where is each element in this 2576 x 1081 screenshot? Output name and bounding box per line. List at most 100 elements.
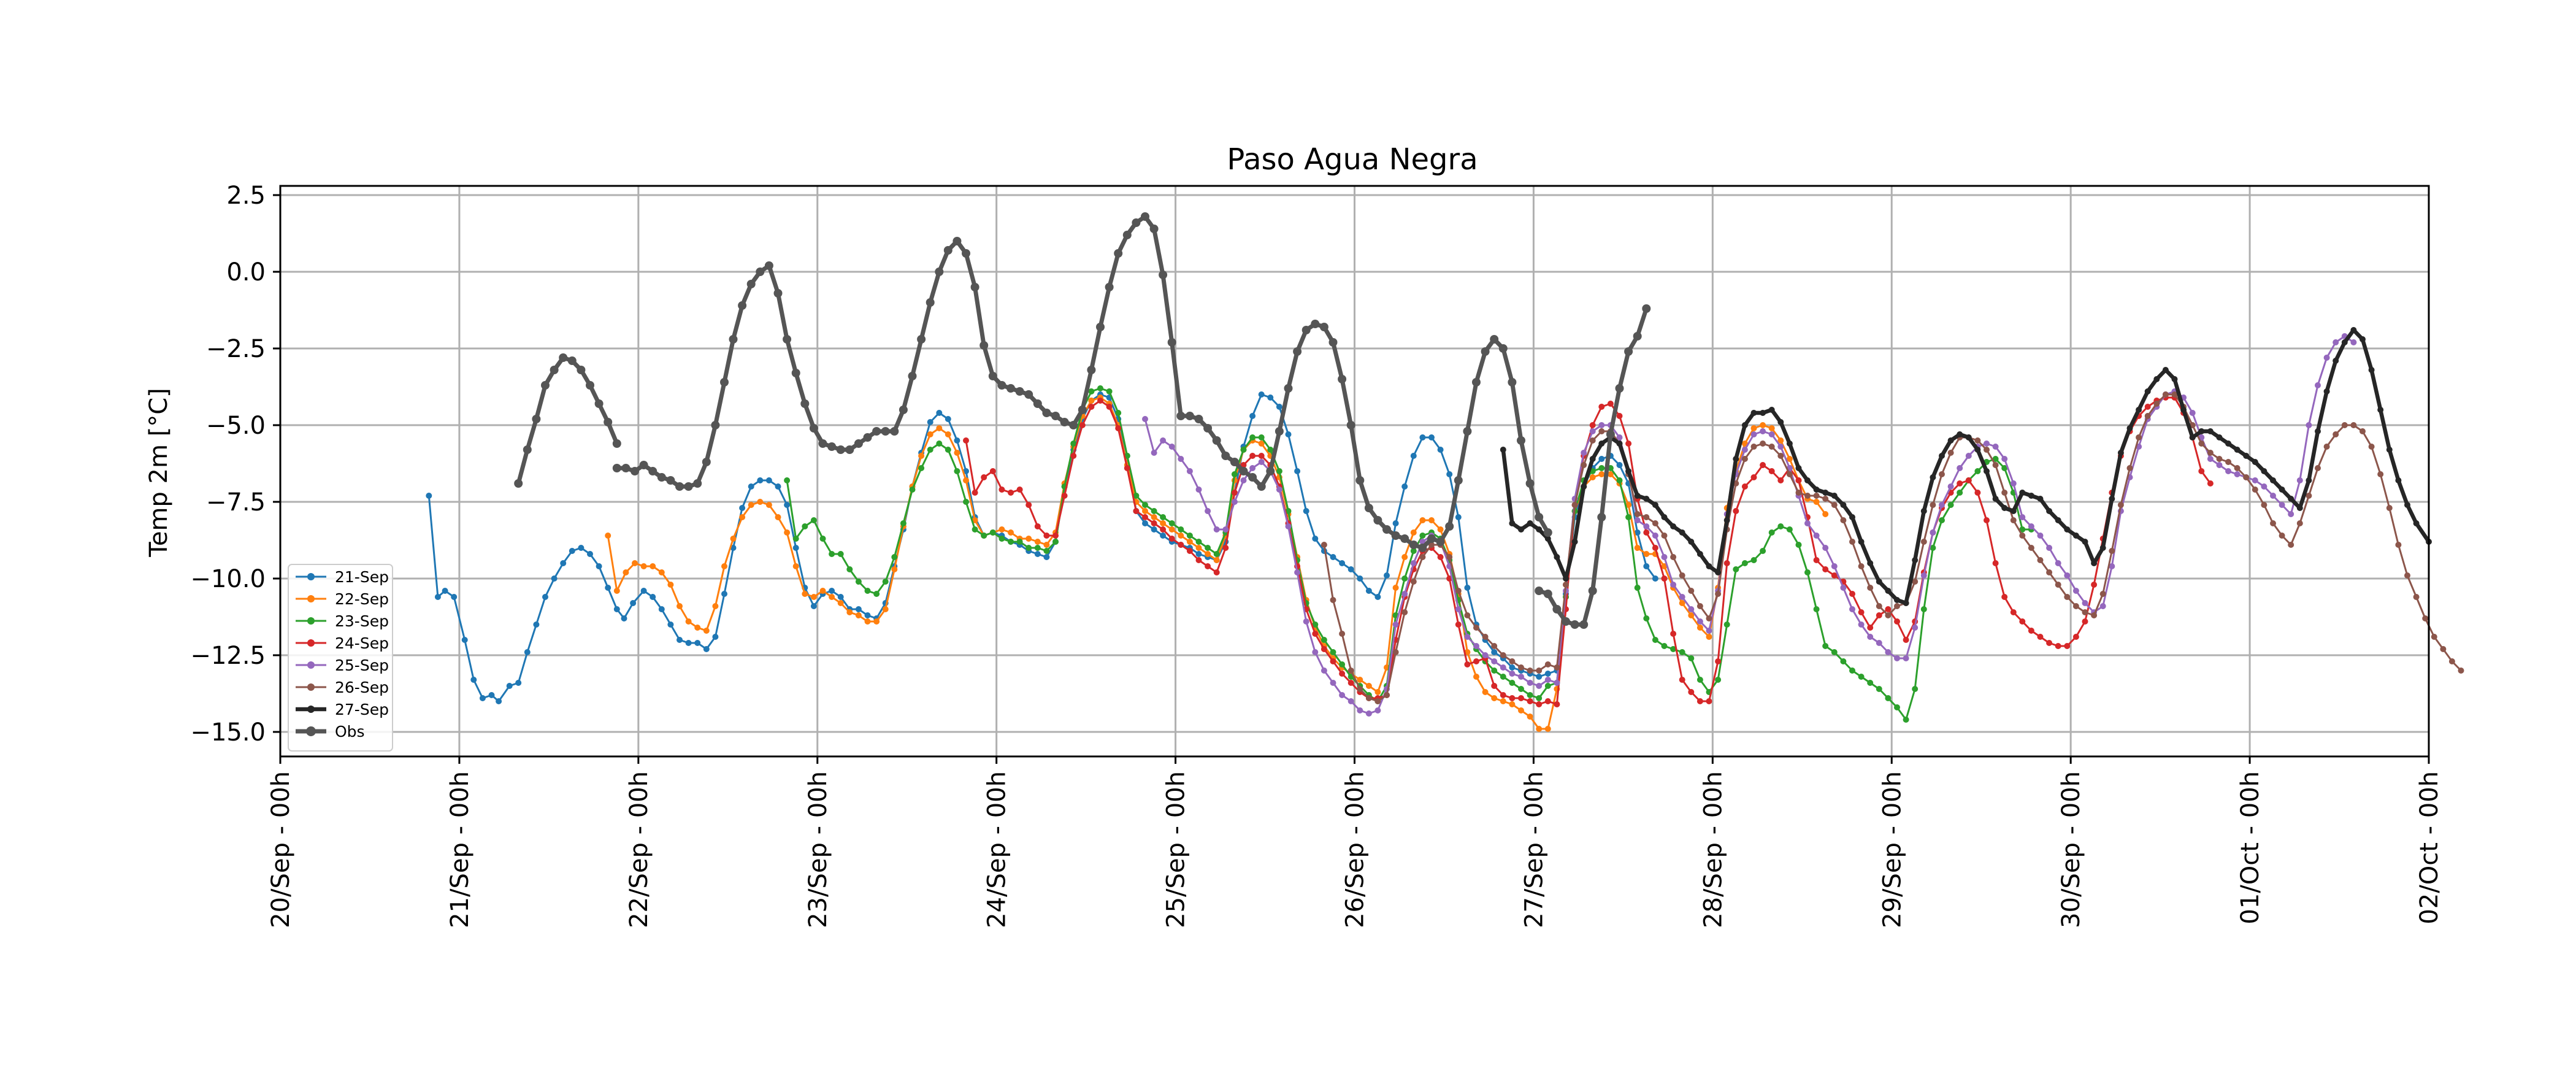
data-point	[829, 594, 835, 600]
y-tick-label: −15.0	[190, 718, 266, 747]
data-point	[1760, 462, 1766, 468]
data-point	[738, 301, 747, 310]
data-point	[2055, 643, 2061, 649]
data-point	[1293, 347, 1302, 356]
data-point	[1633, 332, 1642, 340]
data-point	[2153, 376, 2160, 382]
data-point	[2306, 493, 2312, 499]
y-tick-label: −10.0	[190, 565, 266, 593]
data-point	[612, 439, 621, 448]
data-point	[640, 588, 647, 594]
data-point	[2252, 487, 2258, 493]
data-point	[1831, 563, 1838, 569]
data-point	[1365, 710, 1372, 717]
data-point	[1795, 490, 1802, 496]
data-point	[1178, 542, 1184, 548]
data-point	[775, 483, 781, 490]
data-point	[2377, 407, 2384, 413]
data-point	[712, 634, 719, 640]
data-point	[1159, 271, 1168, 279]
data-point	[2001, 456, 2008, 462]
data-point	[1965, 477, 1972, 483]
data-point	[2333, 358, 2339, 364]
data-point	[1581, 450, 1587, 456]
data-point	[2341, 339, 2348, 345]
legend-swatch-marker	[307, 639, 315, 647]
data-point	[2306, 477, 2312, 483]
data-point	[1867, 585, 1874, 591]
data-point	[1509, 680, 1516, 686]
data-point	[2064, 594, 2071, 600]
data-point	[1984, 517, 1990, 523]
data-point	[1760, 422, 1766, 428]
data-point	[1498, 344, 1508, 353]
data-point	[1347, 680, 1354, 686]
data-point	[1625, 502, 1632, 508]
data-point	[2323, 388, 2330, 394]
data-point	[1589, 428, 1596, 434]
data-point	[533, 621, 540, 628]
data-point	[2395, 477, 2402, 483]
data-point	[1536, 695, 1543, 701]
data-point	[1652, 575, 1658, 582]
data-point	[1643, 529, 1650, 536]
data-point	[1598, 440, 1605, 447]
data-point	[953, 237, 962, 245]
data-point	[1142, 416, 1148, 422]
data-point	[757, 499, 764, 505]
data-point	[1392, 649, 1399, 655]
data-point	[1482, 652, 1489, 658]
data-point	[1554, 680, 1560, 686]
data-point	[2323, 444, 2330, 450]
data-point	[1203, 424, 1213, 433]
data-point	[1777, 437, 1784, 444]
data-point	[1518, 686, 1524, 692]
data-point	[2315, 465, 2321, 471]
data-point	[1178, 526, 1184, 533]
data-point	[1670, 582, 1677, 588]
data-point	[1840, 585, 1847, 591]
data-point	[2046, 508, 2053, 514]
data-point	[1643, 563, 1650, 569]
data-point	[1688, 606, 1695, 612]
data-point	[1409, 540, 1418, 549]
data-point	[810, 517, 817, 523]
data-point	[2099, 545, 2106, 551]
data-point	[1042, 409, 1051, 417]
data-point	[1947, 450, 1954, 456]
legend-swatch-marker	[307, 573, 315, 580]
data-point	[1043, 554, 1050, 560]
data-point	[1894, 618, 1900, 625]
data-point	[667, 582, 674, 588]
data-point	[1464, 612, 1471, 618]
data-point	[605, 533, 611, 539]
data-point	[1544, 677, 1551, 683]
data-point	[1160, 533, 1167, 539]
data-point	[1339, 671, 1346, 677]
data-point	[1920, 508, 1927, 514]
data-point	[2225, 468, 2232, 474]
data-point	[1008, 529, 1014, 536]
data-point	[1249, 453, 1256, 459]
data-point	[1544, 726, 1551, 732]
data-point	[837, 600, 844, 606]
data-point	[1464, 585, 1471, 591]
data-point	[2270, 477, 2276, 483]
data-point	[1149, 225, 1159, 233]
data-point	[1051, 412, 1060, 420]
data-point	[2162, 367, 2169, 373]
data-point	[721, 563, 727, 569]
data-point	[1930, 474, 1936, 480]
data-point	[1509, 695, 1516, 701]
data-point	[1760, 428, 1766, 434]
data-point	[578, 545, 585, 551]
data-point	[1939, 471, 1945, 477]
data-point	[2368, 367, 2375, 373]
data-point	[757, 477, 764, 483]
data-point	[1715, 591, 1722, 597]
data-point	[2333, 339, 2339, 345]
data-point	[550, 366, 559, 374]
data-point	[881, 427, 890, 436]
data-point	[1374, 707, 1381, 714]
data-point	[1285, 431, 1292, 437]
